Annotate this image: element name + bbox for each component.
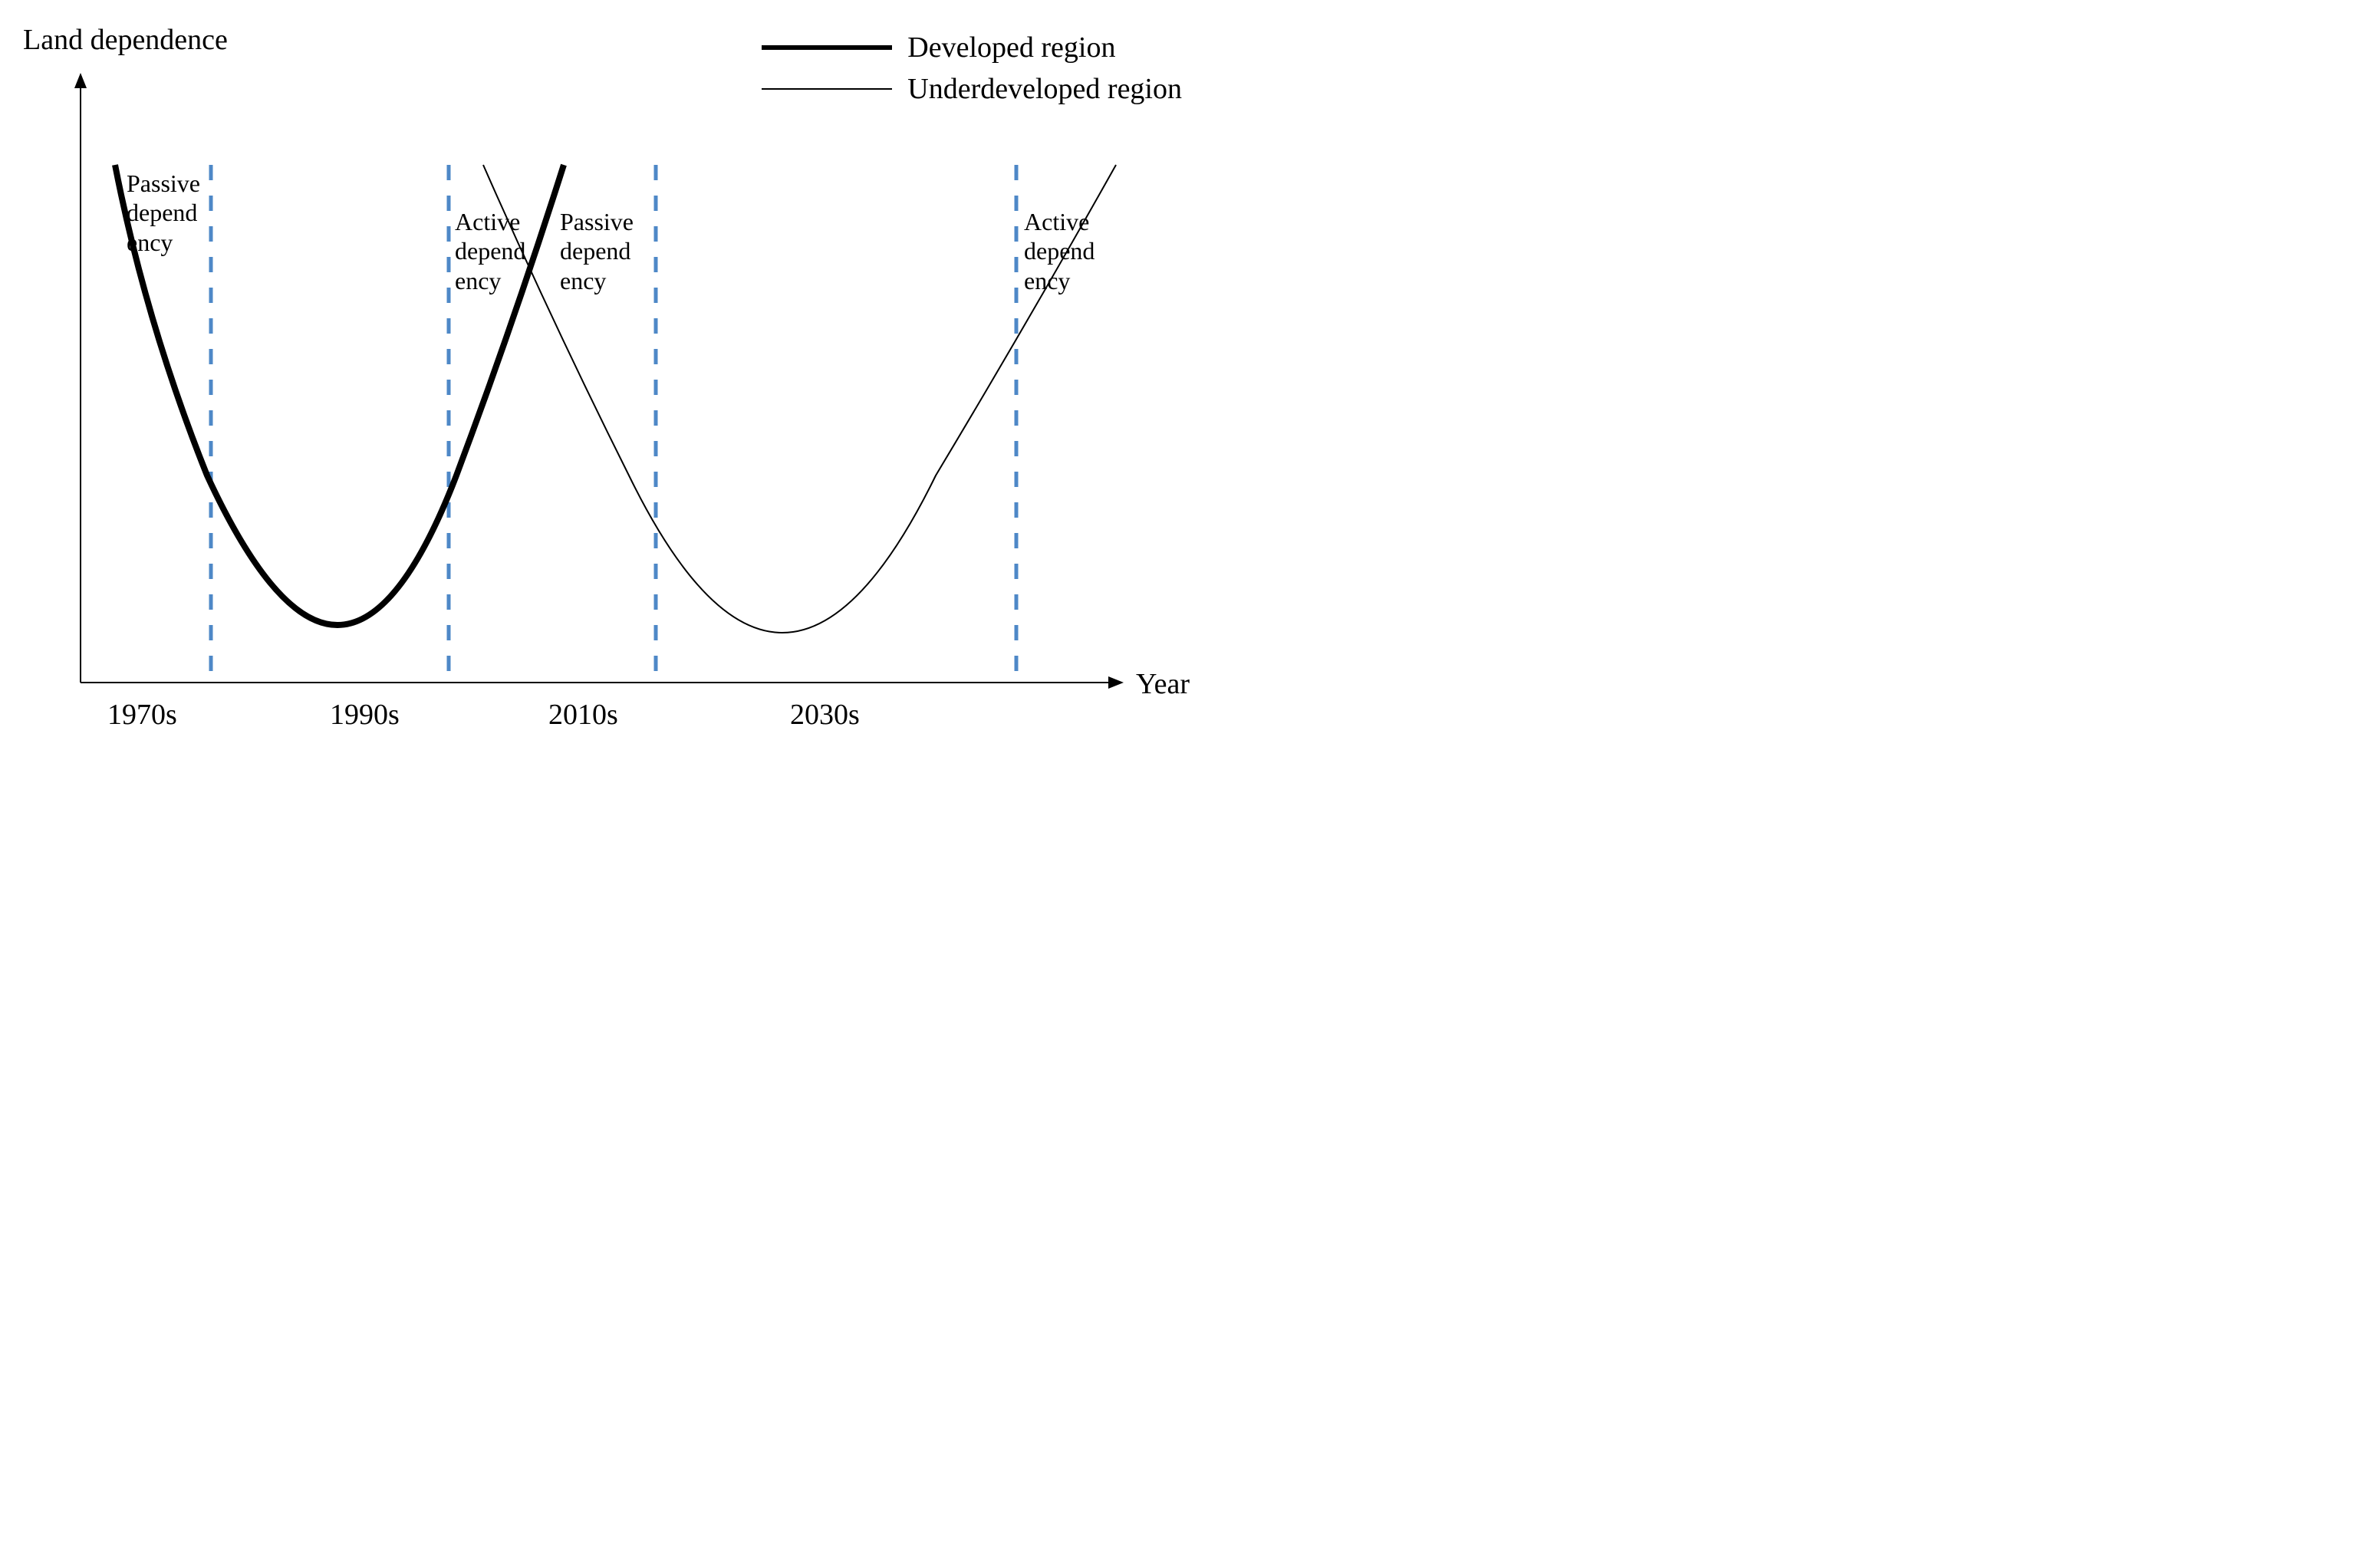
x-axis [81, 676, 1124, 689]
region-label: Passivedependency [127, 169, 226, 257]
x-tick-label: 1990s [330, 698, 400, 732]
x-tick-label: 2010s [548, 698, 618, 732]
x-tick-label: 2030s [790, 698, 860, 732]
x-tick-label: 1970s [107, 698, 177, 732]
region-label: Activedependency [455, 207, 555, 295]
x-axis-label: Year [1136, 667, 1190, 701]
y-axis [74, 73, 87, 683]
chart-container: Land dependence Developed region Underde… [15, 15, 1205, 787]
region-label: Activedependency [1024, 207, 1124, 295]
region-label: Passivedependency [560, 207, 660, 295]
chart-svg [15, 15, 1205, 787]
